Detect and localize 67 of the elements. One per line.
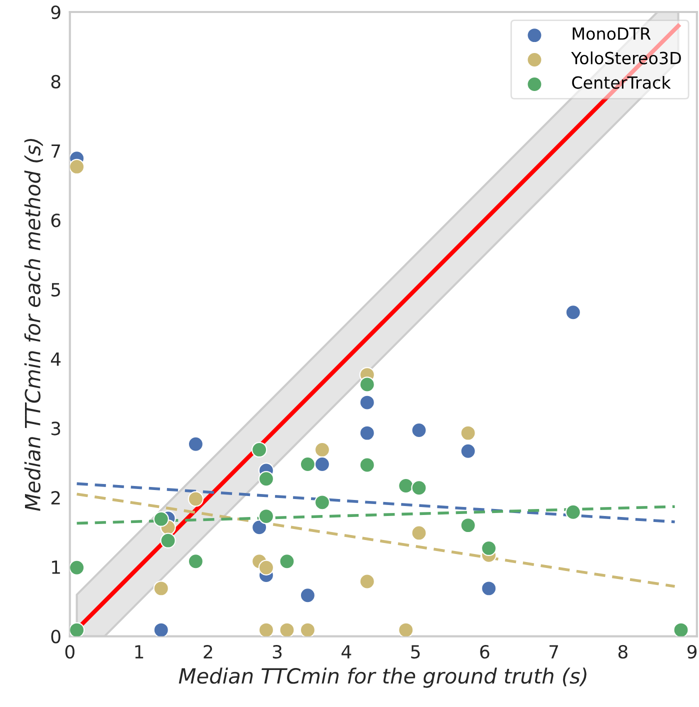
point	[460, 425, 476, 441]
point	[258, 560, 274, 576]
point	[359, 376, 375, 392]
point	[160, 532, 176, 548]
point	[565, 304, 581, 320]
point	[188, 491, 204, 507]
point	[188, 436, 204, 452]
x-tick-label: 9	[687, 644, 697, 659]
x-tick-label: 6	[480, 644, 490, 659]
point	[480, 540, 497, 556]
x-tick-label: 0	[65, 644, 74, 659]
point	[300, 622, 316, 636]
point	[153, 511, 169, 527]
point	[251, 520, 268, 536]
point	[460, 517, 476, 534]
x-axis-title: Median TTCmin for the ground truth (s)	[178, 668, 586, 688]
point	[153, 580, 169, 596]
point	[411, 525, 427, 541]
y-tick-label: 8	[51, 74, 60, 88]
x-tick-label: 5	[411, 645, 420, 659]
point	[314, 456, 330, 472]
point	[279, 622, 295, 636]
point	[70, 158, 85, 175]
point	[279, 554, 295, 570]
point	[300, 588, 316, 604]
point	[70, 560, 85, 576]
point	[673, 622, 689, 636]
point	[314, 494, 330, 510]
point	[258, 471, 274, 487]
point	[314, 442, 330, 458]
y-tick-label: 6	[51, 214, 60, 228]
point	[359, 394, 375, 410]
legend-label: YoloStereo3D	[571, 51, 681, 64]
point	[188, 554, 204, 570]
point	[359, 425, 375, 441]
point	[398, 622, 414, 636]
point	[251, 442, 268, 458]
point	[480, 580, 497, 596]
y-tick-label: 4	[50, 352, 61, 366]
x-tick-label: 8	[618, 644, 628, 659]
point	[460, 443, 476, 459]
point	[258, 508, 274, 524]
x-tick-label: 7	[550, 645, 558, 658]
point	[70, 622, 85, 636]
x-tick-label: 1	[135, 645, 144, 658]
x-tick-label: 3	[272, 644, 282, 659]
legend-label: CenterTrack	[572, 76, 671, 89]
y-tick-label: 7	[52, 144, 60, 158]
point	[300, 456, 316, 472]
y-tick-label: 2	[51, 491, 60, 504]
point	[398, 478, 414, 494]
y-tick-label: 3	[51, 422, 60, 436]
point	[411, 480, 427, 496]
y-tick-label: 5	[51, 283, 60, 297]
point	[565, 504, 581, 520]
y-tick-label: 1	[52, 560, 60, 574]
y-tick-label: 9	[51, 5, 60, 20]
point	[258, 622, 274, 636]
point	[411, 422, 427, 438]
x-tick-label: 4	[342, 645, 352, 658]
legend-label: MonoDTR	[572, 28, 651, 40]
point	[153, 622, 169, 636]
y-tick-label: 0	[51, 630, 60, 644]
point	[359, 457, 375, 473]
x-tick-label: 2	[204, 644, 212, 658]
point	[359, 574, 375, 590]
y-axis-title: Median TTCmin for each method (s)	[24, 138, 43, 511]
